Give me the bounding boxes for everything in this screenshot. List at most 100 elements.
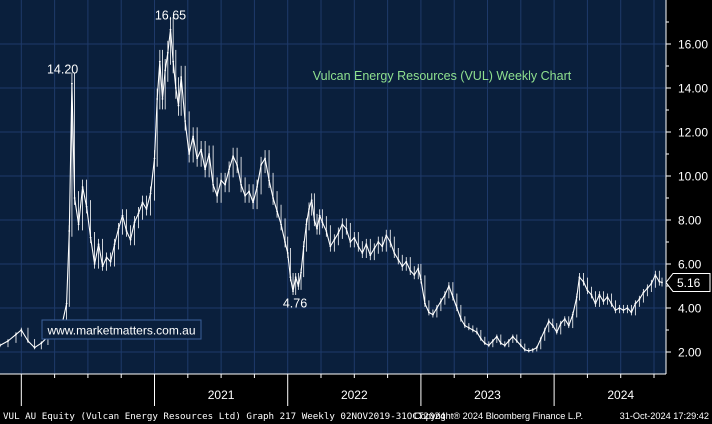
price-point bbox=[575, 296, 578, 298]
price-point bbox=[586, 289, 589, 292]
x-tick-label: 2023 bbox=[474, 388, 501, 402]
price-point bbox=[308, 208, 310, 210]
price-point bbox=[65, 302, 68, 305]
price-point bbox=[180, 76, 183, 78]
watermark-link[interactable]: www.marketmatters.com.au bbox=[46, 324, 195, 338]
price-point bbox=[397, 258, 400, 261]
price-point bbox=[594, 302, 597, 305]
watermark-box[interactable]: www.marketmatters.com.au bbox=[41, 319, 202, 340]
price-point bbox=[158, 60, 161, 63]
price-point bbox=[658, 280, 661, 283]
price-point bbox=[40, 342, 43, 345]
price-point bbox=[329, 245, 332, 248]
price-point bbox=[109, 260, 112, 263]
price-point bbox=[618, 307, 621, 309]
price-point bbox=[93, 263, 96, 265]
price-point bbox=[164, 69, 167, 72]
price-point bbox=[268, 179, 270, 182]
price-point bbox=[0, 344, 1, 347]
price-point bbox=[248, 190, 250, 193]
price-point bbox=[455, 307, 458, 309]
price-point bbox=[349, 241, 352, 243]
price-point bbox=[228, 168, 231, 171]
y-tick-label: 10.00 bbox=[678, 170, 708, 184]
price-point bbox=[435, 307, 438, 309]
price-point bbox=[479, 337, 482, 340]
price-point bbox=[172, 60, 175, 63]
price-point bbox=[7, 340, 9, 342]
price-point bbox=[638, 298, 641, 301]
price-point bbox=[646, 287, 649, 290]
price-point bbox=[77, 223, 80, 226]
price-point bbox=[471, 329, 474, 331]
price-point bbox=[141, 201, 144, 204]
price-point bbox=[27, 340, 29, 342]
price-point bbox=[523, 348, 526, 351]
price-point bbox=[345, 227, 348, 230]
price-point bbox=[650, 282, 653, 285]
price-point bbox=[236, 164, 238, 166]
price-point bbox=[289, 276, 292, 279]
price-point bbox=[385, 234, 388, 237]
price-point bbox=[276, 210, 278, 213]
price-point bbox=[284, 241, 286, 243]
price-point bbox=[71, 82, 73, 85]
price-point bbox=[365, 243, 368, 246]
price-point bbox=[341, 223, 344, 226]
y-tick-label: 12.00 bbox=[678, 126, 708, 140]
price-point bbox=[417, 267, 420, 270]
price-point bbox=[33, 346, 36, 349]
last-price-label: 5.16 bbox=[677, 276, 701, 290]
last-price-tag: 5.16 bbox=[665, 272, 711, 292]
price-series bbox=[0, 16, 663, 353]
price-point bbox=[101, 265, 104, 268]
price-point bbox=[602, 300, 605, 303]
price-point bbox=[606, 296, 609, 298]
price-point bbox=[240, 183, 242, 186]
price-point bbox=[377, 241, 380, 243]
price-point bbox=[373, 247, 376, 250]
price-point bbox=[297, 285, 300, 287]
x-tick-label: 2021 bbox=[208, 388, 235, 402]
price-point bbox=[212, 183, 215, 186]
footer-copyright: Copyright® 2024 Bloomberg Finance L.P. bbox=[414, 411, 583, 421]
price-point bbox=[286, 252, 289, 254]
price-point bbox=[654, 274, 657, 276]
price-point bbox=[401, 265, 404, 268]
price-point bbox=[153, 157, 156, 160]
price-point bbox=[316, 227, 318, 230]
price-point bbox=[325, 230, 328, 232]
price-point bbox=[503, 344, 506, 347]
price-point bbox=[563, 318, 566, 320]
price-point bbox=[133, 221, 136, 224]
price-point bbox=[310, 199, 313, 202]
price-annotation: 16.65 bbox=[155, 9, 186, 23]
price-point bbox=[68, 230, 71, 232]
plot-background bbox=[0, 0, 666, 374]
price-point bbox=[125, 230, 128, 232]
price-point bbox=[389, 241, 392, 243]
chart-title: Vulcan Energy Resources (VUL) Weekly Cha… bbox=[313, 69, 572, 83]
axis-layer: 2.00 4.00 6.00 8.00 10.00 12.00 14.00 16.00 2021… bbox=[0, 0, 708, 406]
y-tick-label: 2.00 bbox=[678, 346, 702, 360]
price-point bbox=[443, 293, 446, 296]
price-point bbox=[507, 340, 510, 342]
price-point bbox=[535, 346, 538, 349]
price-point bbox=[145, 208, 148, 210]
price-point bbox=[137, 212, 140, 215]
price-point bbox=[428, 311, 430, 314]
price-point bbox=[451, 296, 454, 298]
price-point bbox=[149, 192, 152, 195]
y-tick-label: 6.00 bbox=[678, 258, 702, 272]
price-point bbox=[353, 236, 356, 239]
footer: VUL AU Equity (Vulcan Energy Resources L… bbox=[3, 411, 709, 422]
price-point bbox=[252, 201, 254, 204]
price-point bbox=[129, 238, 132, 241]
price-point bbox=[361, 252, 364, 254]
price-point bbox=[20, 329, 23, 331]
price-point bbox=[204, 168, 207, 171]
x-tick-label: 2024 bbox=[607, 388, 634, 402]
price-point bbox=[393, 252, 396, 254]
price-point bbox=[73, 197, 76, 199]
